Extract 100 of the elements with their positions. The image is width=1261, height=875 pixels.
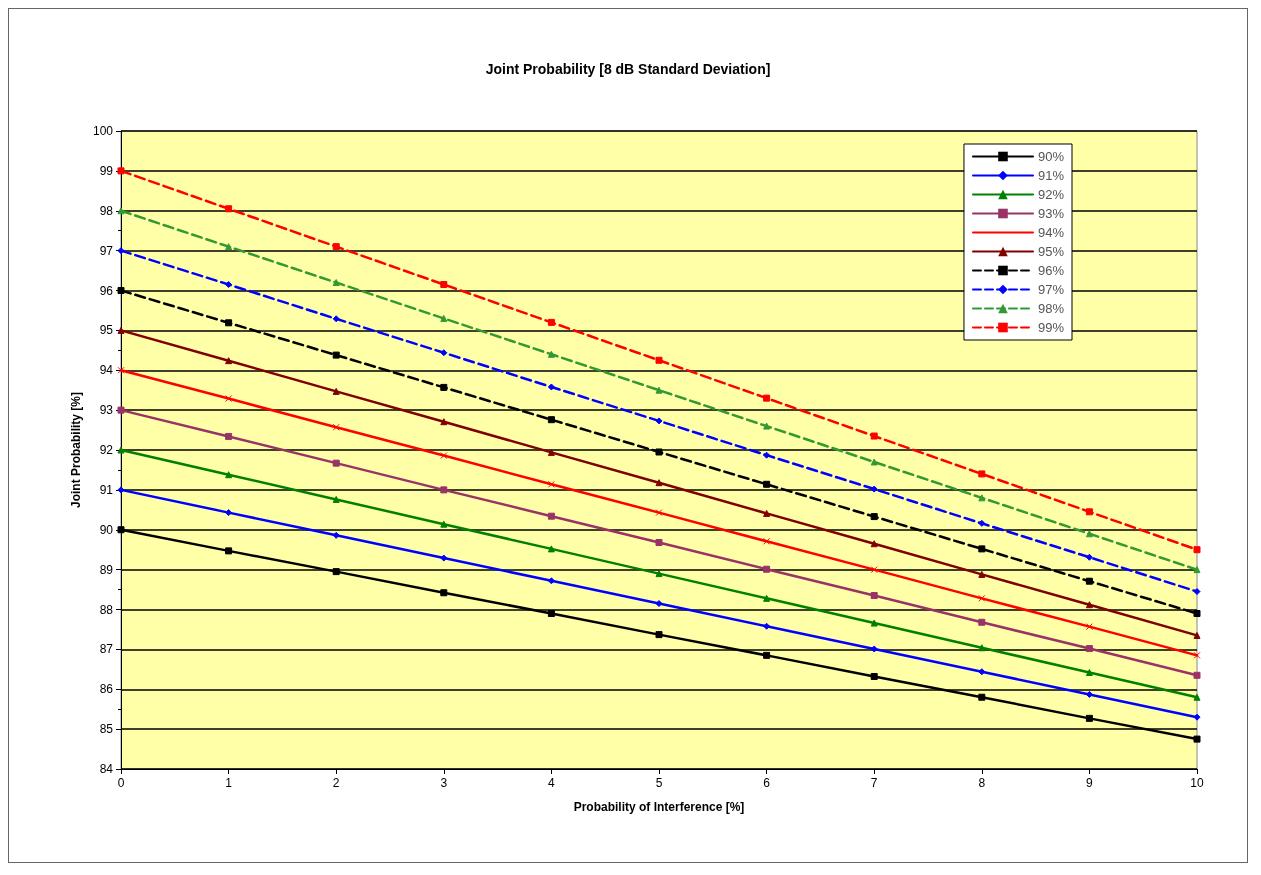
- point: [763, 480, 771, 488]
- y-tick-label: 87: [99, 642, 114, 657]
- point: [655, 570, 663, 578]
- point: [225, 471, 233, 479]
- point: [1193, 631, 1201, 639]
- point: [655, 631, 663, 639]
- point: [1085, 645, 1093, 653]
- legend-label: 95%: [1037, 244, 1065, 259]
- y-tick-label: 94: [99, 363, 114, 378]
- point: [1193, 693, 1201, 701]
- y-axis-title: Joint Probability [%]: [69, 391, 84, 509]
- point: [225, 509, 233, 517]
- point: [332, 351, 340, 359]
- point: [1193, 566, 1201, 574]
- point: [870, 645, 878, 653]
- point: [655, 356, 663, 364]
- point: [1193, 671, 1201, 679]
- point: [440, 281, 448, 289]
- chart-title: Joint Probability [8 dB Standard Deviation]: [485, 61, 771, 77]
- point: [332, 568, 340, 576]
- point: [547, 577, 555, 585]
- y-tick-label: 84: [99, 762, 114, 776]
- point: [225, 281, 233, 289]
- x-tick-label: 7: [870, 776, 878, 790]
- point: [547, 480, 555, 488]
- point: [870, 485, 878, 493]
- point: [978, 644, 986, 652]
- y-tick-label: 98: [99, 203, 114, 218]
- point: [225, 432, 233, 440]
- point: [1193, 588, 1201, 596]
- y-tick-label: 88: [99, 602, 114, 617]
- point: [870, 513, 878, 521]
- point: [1085, 508, 1093, 516]
- point: [547, 318, 555, 326]
- y-tick-label: 85: [99, 722, 114, 737]
- point: [440, 383, 448, 391]
- point: [332, 387, 340, 395]
- point: [332, 423, 340, 431]
- y-tick-label: 100: [92, 124, 114, 138]
- legend-label: 99%: [1037, 320, 1065, 335]
- point: [978, 494, 986, 502]
- legend-label: 98%: [1037, 301, 1065, 316]
- point: [763, 394, 771, 402]
- point: [978, 668, 986, 676]
- legend-label: 94%: [1037, 225, 1065, 240]
- point: [978, 570, 986, 578]
- point: [978, 519, 986, 527]
- y-tick-label: 91: [99, 482, 114, 497]
- point: [870, 672, 878, 680]
- point: [440, 554, 448, 562]
- x-tick-label: 6: [763, 776, 771, 790]
- y-tick-label: 95: [99, 323, 114, 338]
- point: [547, 512, 555, 520]
- point: [1085, 623, 1093, 631]
- legend-label: 93%: [1037, 206, 1065, 221]
- point: [870, 592, 878, 600]
- point: [332, 459, 340, 467]
- point: [332, 243, 340, 251]
- point: [440, 452, 448, 460]
- point: [440, 520, 448, 528]
- point: [763, 565, 771, 573]
- point: [655, 509, 663, 517]
- point: [870, 458, 878, 466]
- point: [763, 451, 771, 459]
- point: [225, 319, 233, 327]
- point: [978, 545, 986, 553]
- x-tick-label: 3: [440, 776, 448, 790]
- point: [440, 314, 448, 322]
- x-tick-label: 8: [978, 776, 986, 790]
- point: [655, 448, 663, 456]
- x-tick-label: 5: [655, 776, 663, 790]
- point: [1085, 530, 1093, 538]
- y-tick-label: 90: [99, 522, 114, 537]
- point: [655, 417, 663, 425]
- point: [332, 495, 340, 503]
- point: [1193, 713, 1201, 721]
- y-tick-label: 93: [99, 403, 114, 418]
- point: [870, 619, 878, 627]
- y-tick-label: 92: [99, 443, 114, 457]
- x-tick-label: 4: [548, 776, 556, 790]
- point: [655, 386, 663, 394]
- point: [440, 589, 448, 597]
- point: [547, 383, 555, 391]
- point: [225, 243, 233, 251]
- point: [978, 618, 986, 626]
- point: [547, 609, 555, 617]
- point: [655, 479, 663, 487]
- x-tick-label: 9: [1086, 776, 1094, 790]
- point: [978, 470, 986, 478]
- point: [1193, 735, 1201, 743]
- y-tick-label: 99: [99, 163, 114, 178]
- point: [655, 539, 663, 547]
- point: [763, 622, 771, 630]
- point: [763, 537, 771, 545]
- point: [547, 545, 555, 553]
- point: [870, 540, 878, 548]
- point: [1193, 546, 1201, 554]
- point: [332, 279, 340, 287]
- point: [440, 418, 448, 426]
- point: [763, 594, 771, 602]
